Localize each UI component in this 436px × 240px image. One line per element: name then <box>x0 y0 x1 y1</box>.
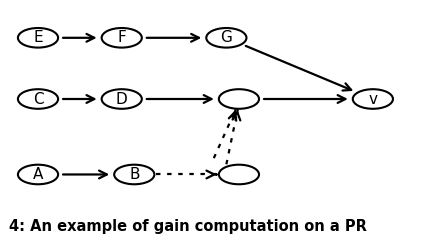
Text: 4: An example of gain computation on a PR: 4: An example of gain computation on a P… <box>9 219 367 234</box>
Text: C: C <box>33 91 43 107</box>
Text: B: B <box>129 167 140 182</box>
Circle shape <box>219 89 259 109</box>
Circle shape <box>206 28 246 48</box>
Text: v: v <box>368 91 378 107</box>
Text: G: G <box>221 30 232 45</box>
Circle shape <box>18 165 58 184</box>
Circle shape <box>102 28 142 48</box>
Text: E: E <box>33 30 43 45</box>
Circle shape <box>102 89 142 109</box>
Circle shape <box>353 89 393 109</box>
Text: F: F <box>117 30 126 45</box>
Text: A: A <box>33 167 43 182</box>
Text: D: D <box>116 91 128 107</box>
Circle shape <box>219 165 259 184</box>
Circle shape <box>18 28 58 48</box>
Circle shape <box>18 89 58 109</box>
Circle shape <box>114 165 154 184</box>
